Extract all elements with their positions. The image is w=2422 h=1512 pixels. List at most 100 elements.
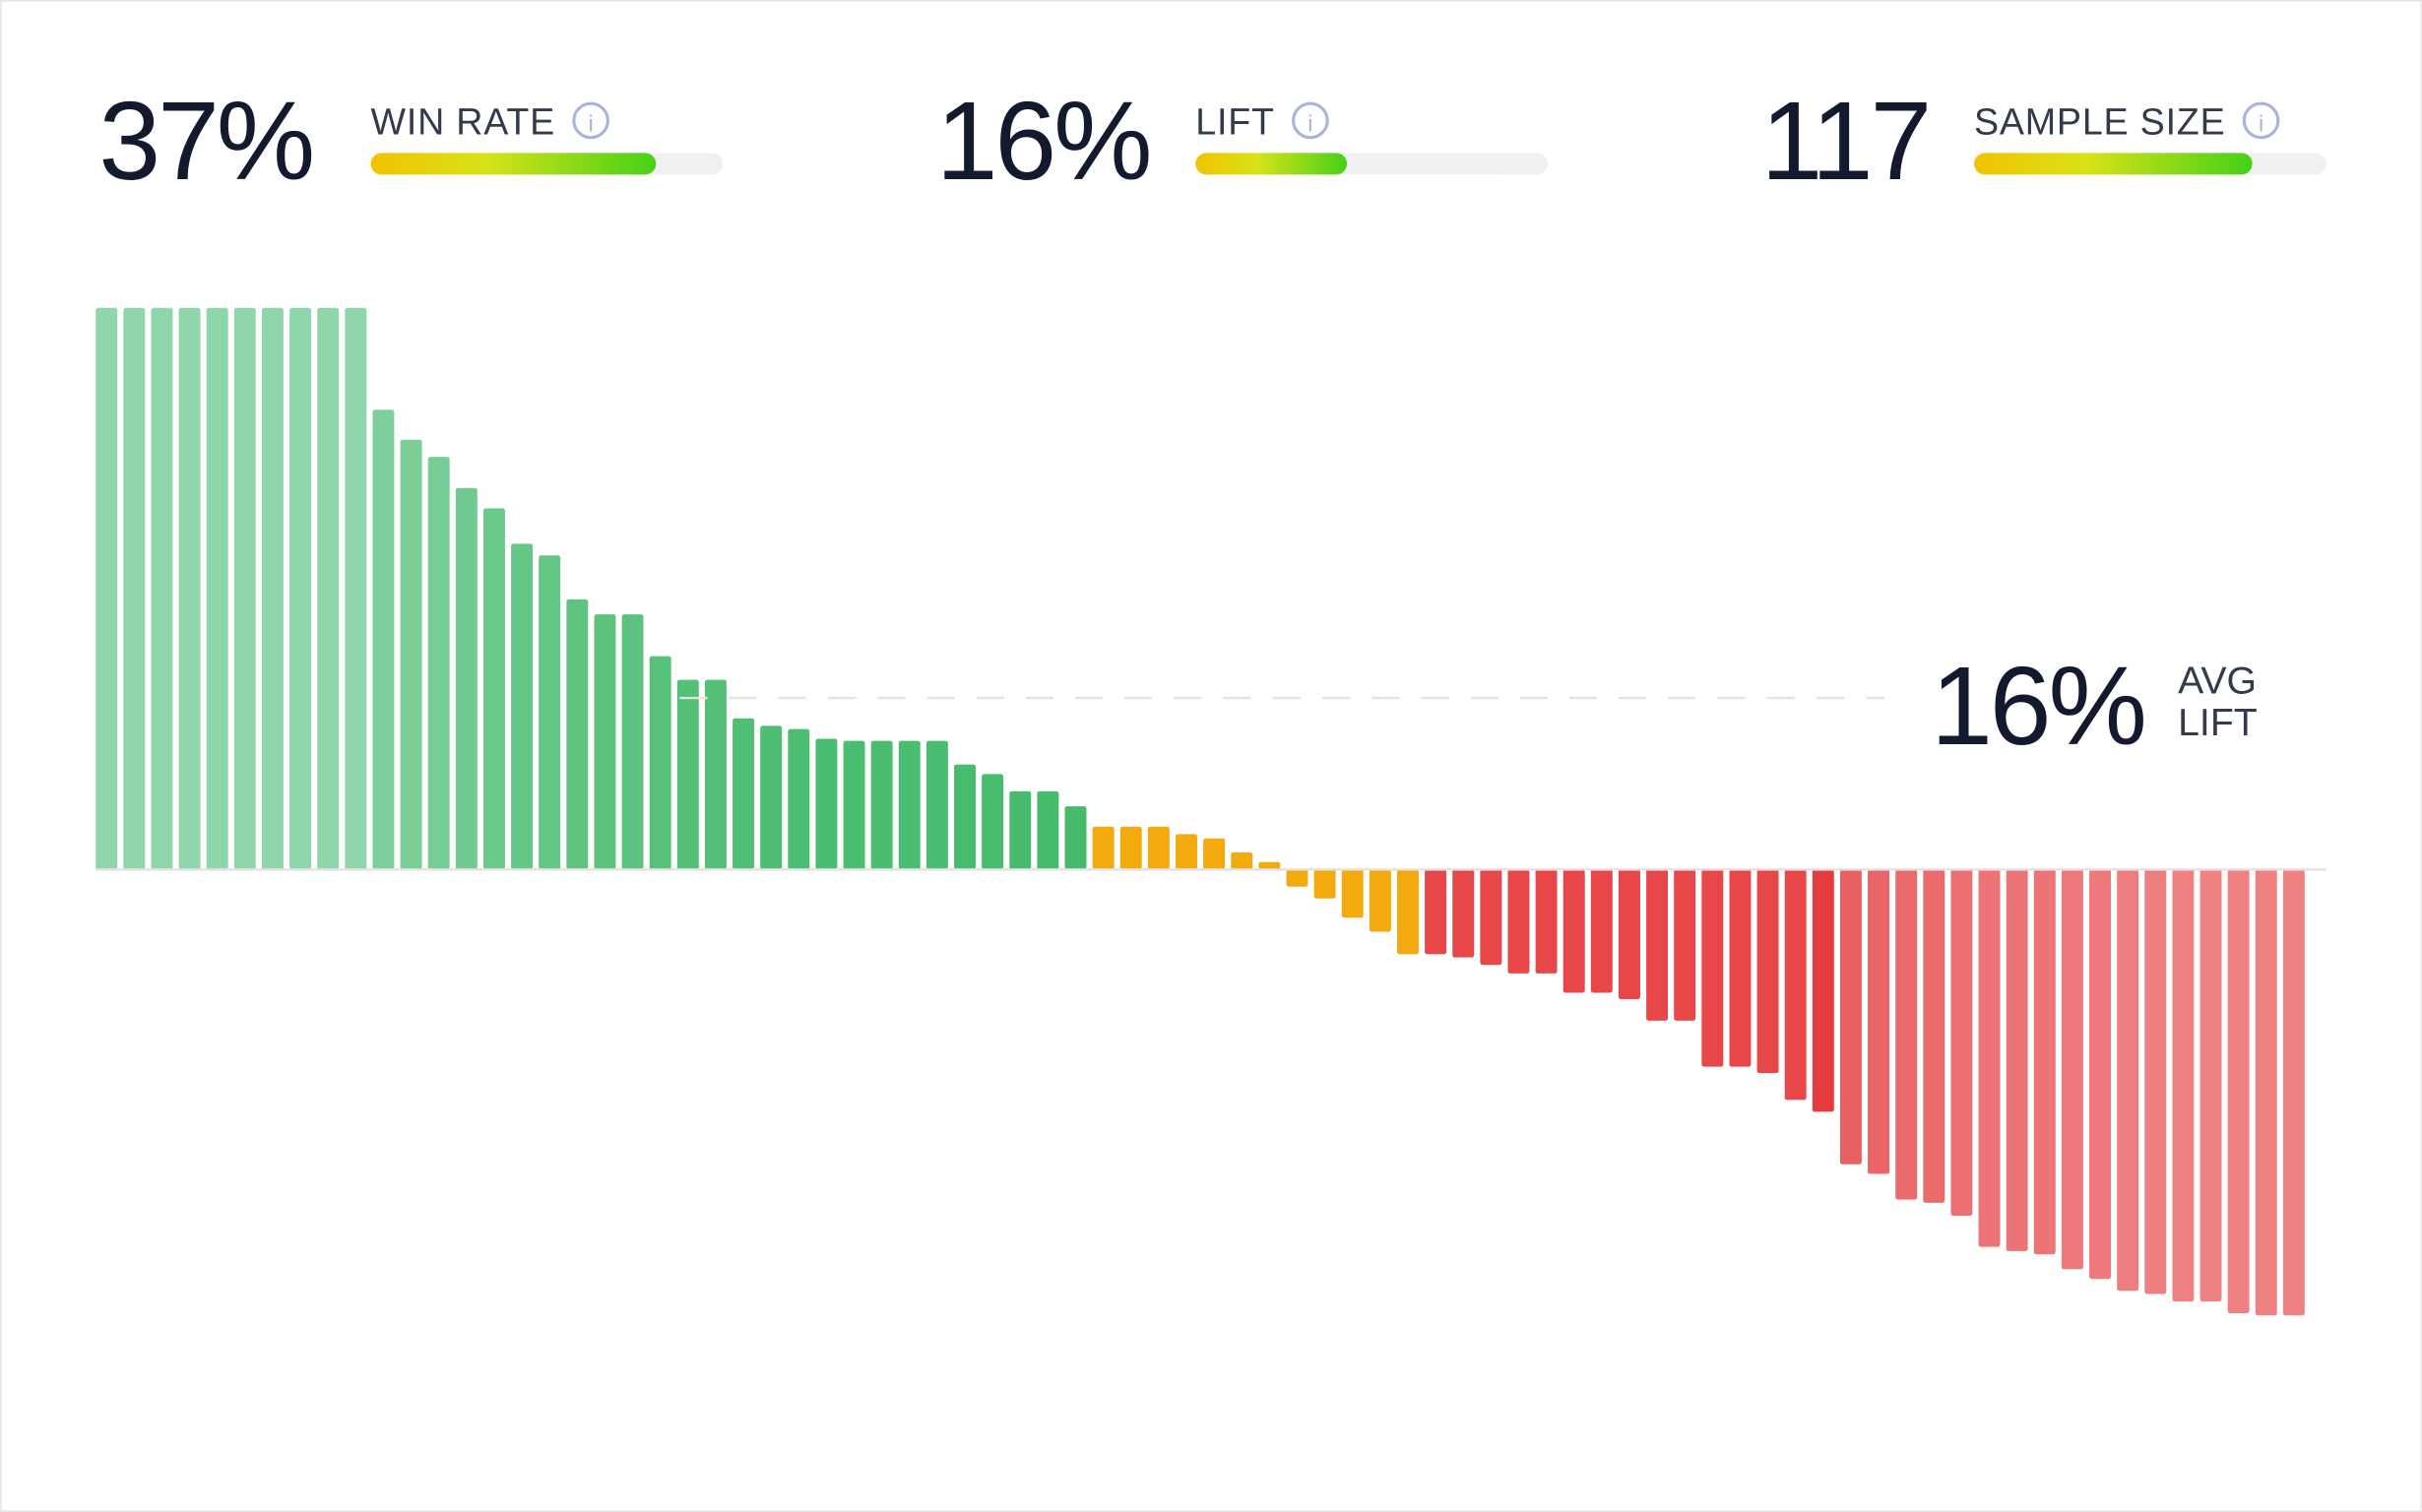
bar	[1147, 826, 1170, 870]
bar	[1037, 790, 1059, 870]
bar	[649, 656, 671, 870]
bar	[1341, 869, 1364, 918]
bar	[400, 439, 422, 870]
bar	[1425, 869, 1447, 955]
bar	[1868, 869, 1890, 1174]
bar	[1950, 869, 1973, 1216]
bar	[1590, 869, 1613, 993]
kpi-fill	[370, 153, 657, 175]
bar	[676, 679, 699, 870]
kpi-label: WIN RATE	[371, 101, 556, 143]
info-icon-glyph: i	[2259, 110, 2263, 136]
bar	[482, 508, 505, 870]
info-icon	[572, 101, 609, 140]
bar	[2282, 869, 2305, 1316]
bar	[2199, 869, 2222, 1302]
bar	[2117, 869, 2139, 1292]
bar	[1286, 869, 1308, 887]
average-label-bg	[1907, 636, 2294, 760]
bar	[1646, 869, 1669, 1021]
bar	[1618, 869, 1640, 1000]
bar	[1978, 869, 2001, 1247]
bar	[206, 307, 228, 870]
bar	[1119, 826, 1142, 870]
bar	[1313, 869, 1336, 899]
bar	[870, 740, 893, 870]
info-icon-glyph: i	[1307, 110, 1312, 136]
bar	[1729, 869, 1752, 1067]
kpi-label: SAMPLE SIZE	[1974, 101, 2225, 143]
bar	[621, 614, 644, 870]
bar	[1397, 869, 1419, 955]
bar	[1480, 869, 1502, 966]
bar	[982, 774, 1004, 870]
bar	[2089, 869, 2111, 1280]
kpi-fill	[1974, 153, 2253, 175]
average-text: AVG	[2178, 659, 2257, 702]
info-icon	[2242, 101, 2280, 140]
bar	[2144, 869, 2167, 1294]
average-value: 16%	[1931, 644, 2144, 768]
bar	[2172, 869, 2195, 1302]
bar	[539, 555, 561, 870]
bar	[760, 725, 783, 870]
bar	[1839, 869, 1862, 1165]
bar	[233, 307, 256, 870]
bar	[1009, 790, 1032, 870]
bar	[262, 307, 284, 870]
bar	[704, 679, 727, 870]
bar	[2255, 869, 2277, 1316]
bar	[1176, 834, 1197, 870]
bar	[898, 740, 921, 870]
bar	[1535, 869, 1558, 974]
bar	[1369, 869, 1391, 932]
bar	[96, 307, 118, 870]
bar	[178, 307, 201, 870]
bar	[788, 728, 810, 870]
bar	[594, 614, 616, 870]
bar	[2033, 869, 2056, 1255]
bar	[427, 457, 450, 870]
bar	[1895, 869, 1918, 1200]
kpi-value: 37%	[98, 79, 312, 203]
bar	[2061, 869, 2083, 1270]
bar	[317, 307, 340, 870]
kpi-value: 16%	[936, 79, 1150, 203]
bar	[1562, 869, 1585, 993]
kpi-fill	[1195, 153, 1348, 175]
average-text: LIFT	[2178, 701, 2258, 744]
bar	[1701, 869, 1724, 1067]
bar	[1923, 869, 1945, 1203]
bar	[455, 487, 478, 870]
bar	[1231, 851, 1253, 870]
bar	[511, 543, 534, 870]
bar	[289, 307, 312, 870]
bar	[925, 740, 948, 870]
bar	[1507, 869, 1530, 974]
bar	[345, 307, 367, 870]
bar	[151, 307, 173, 870]
bar	[372, 410, 395, 870]
info-icon-glyph: i	[588, 110, 593, 136]
bar	[1756, 869, 1779, 1074]
bar	[1203, 838, 1226, 870]
kpi-label: LIFT	[1195, 101, 1275, 143]
kpi-value: 117	[1761, 79, 1930, 203]
bar	[843, 740, 865, 870]
bar	[123, 307, 146, 870]
bar	[1784, 869, 1807, 1101]
bar	[1812, 869, 1834, 1112]
bar	[2227, 869, 2250, 1314]
bar	[1258, 861, 1281, 870]
bar	[1452, 869, 1475, 958]
bar	[1064, 806, 1087, 870]
bar	[954, 764, 976, 870]
bar	[1674, 869, 1696, 1021]
bar	[1092, 826, 1115, 870]
bar	[566, 598, 589, 870]
info-icon	[1292, 101, 1329, 140]
bar	[815, 738, 838, 870]
bar	[2006, 869, 2028, 1251]
